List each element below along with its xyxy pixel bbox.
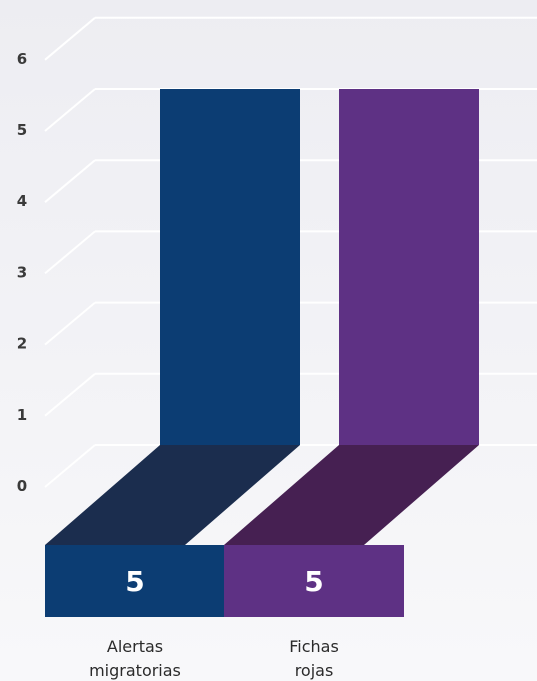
gridline-diagonal-2	[44, 301, 96, 346]
bar-floor-1	[45, 445, 300, 545]
category-label: Alertas	[107, 637, 163, 656]
y-tick-label: 6	[17, 50, 27, 68]
category-label: migratorias	[89, 661, 181, 680]
gridline-diagonal-0	[44, 444, 96, 488]
gridline-diagonal-4	[44, 159, 96, 203]
y-tick-label: 3	[17, 263, 27, 281]
bar-2	[339, 89, 479, 445]
data-label: 5	[304, 565, 323, 598]
category-label: Fichas	[289, 637, 339, 656]
gridline-diagonal-6	[44, 17, 96, 61]
y-tick-label: 1	[17, 406, 27, 424]
y-tick-label: 5	[17, 121, 27, 139]
data-label: 5	[125, 565, 144, 598]
y-tick-label: 4	[17, 192, 27, 210]
bar-floor-2	[224, 445, 479, 545]
bar-1	[160, 89, 300, 445]
gridline-diagonal-5	[44, 88, 96, 132]
bar-value-block-2	[224, 545, 404, 617]
gridline-diagonal-1	[44, 373, 96, 417]
gridline-diagonal-3	[44, 230, 96, 275]
y-tick-label: 0	[17, 477, 27, 495]
category-label: rojas	[295, 661, 334, 680]
y-tick-label: 2	[17, 335, 27, 353]
bar-value-block-1	[45, 545, 225, 617]
